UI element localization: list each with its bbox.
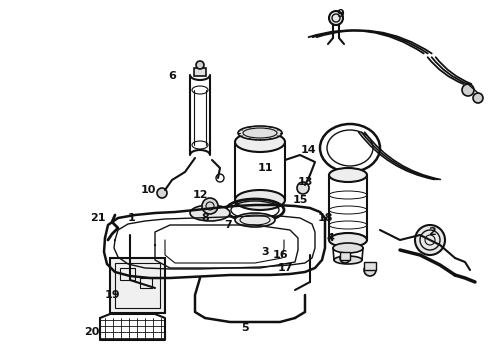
Text: 14: 14: [300, 145, 316, 155]
Bar: [110, 258, 165, 313]
Circle shape: [329, 11, 343, 25]
Circle shape: [473, 93, 483, 103]
Ellipse shape: [190, 205, 230, 221]
Circle shape: [415, 225, 445, 255]
Bar: [194, 68, 206, 76]
Ellipse shape: [235, 213, 275, 227]
Circle shape: [202, 198, 218, 214]
Text: 4: 4: [326, 233, 334, 243]
Circle shape: [157, 188, 167, 198]
Text: 7: 7: [224, 220, 232, 230]
Ellipse shape: [334, 256, 362, 264]
Text: 6: 6: [168, 71, 176, 81]
Text: 2: 2: [428, 227, 436, 237]
Ellipse shape: [235, 132, 285, 152]
Ellipse shape: [329, 233, 367, 247]
Ellipse shape: [238, 126, 282, 140]
Circle shape: [364, 264, 376, 276]
Circle shape: [196, 61, 204, 69]
Text: 11: 11: [257, 163, 273, 173]
Bar: [120, 268, 135, 280]
Text: 12: 12: [192, 190, 208, 200]
Ellipse shape: [329, 168, 367, 182]
Text: 9: 9: [336, 9, 344, 19]
Circle shape: [340, 253, 350, 263]
Bar: [140, 278, 152, 288]
Bar: [115, 263, 160, 308]
Circle shape: [462, 84, 474, 96]
Text: 15: 15: [293, 195, 308, 205]
Text: 3: 3: [261, 247, 269, 257]
Text: 8: 8: [201, 213, 209, 223]
Text: 16: 16: [272, 250, 288, 260]
Text: 19: 19: [104, 290, 120, 300]
Bar: [340, 252, 350, 260]
Text: 21: 21: [90, 213, 106, 223]
Text: 13: 13: [297, 177, 313, 187]
Text: 5: 5: [241, 323, 249, 333]
Text: 20: 20: [84, 327, 99, 337]
Bar: [364, 262, 376, 270]
Text: 17: 17: [277, 263, 293, 273]
Ellipse shape: [235, 190, 285, 210]
Ellipse shape: [333, 243, 363, 253]
Circle shape: [297, 182, 309, 194]
Text: 1: 1: [128, 213, 136, 223]
Text: 18: 18: [317, 213, 333, 223]
Text: 10: 10: [140, 185, 156, 195]
